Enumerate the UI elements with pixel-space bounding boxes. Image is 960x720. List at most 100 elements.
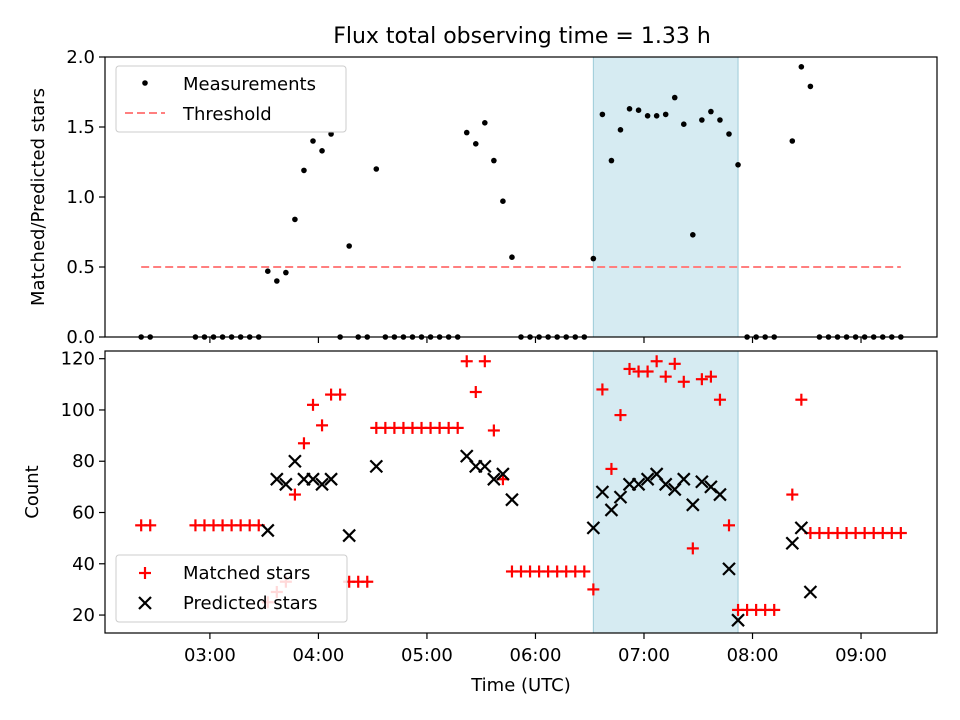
matched-star-point: [704, 370, 717, 383]
top-y-tick-label: 0.5: [66, 257, 95, 278]
matched-star-point: [460, 355, 473, 368]
measurement-point: [798, 64, 805, 70]
top-y-tick-label: 1.5: [66, 117, 95, 138]
bottom-y-tick-label: 60: [72, 503, 95, 524]
top-y-tick-label: 2.0: [66, 47, 95, 68]
predicted-star-point: [505, 492, 519, 507]
measurement-point: [807, 83, 814, 90]
predicted-star-point: [324, 472, 338, 486]
predicted-stars-points: [261, 449, 818, 627]
measurement-point: [653, 113, 660, 119]
top-y-axis-label: Matched/Predicted stars: [28, 88, 49, 306]
matched-star-point: [361, 575, 374, 588]
bottom-legend-box: [115, 554, 348, 623]
matched-star-point: [587, 583, 600, 596]
legend-predicted-label: Predicted stars: [183, 593, 317, 614]
measurement-point: [301, 167, 307, 174]
x-tick-label: 08:00: [727, 645, 779, 666]
x-axis-label: Time (UTC): [470, 675, 571, 696]
measurement-point: [735, 162, 741, 168]
top-y-tick-label: 1.0: [66, 187, 95, 208]
bottom-legend: Matched stars Predicted stars: [115, 554, 348, 623]
measurement-point: [491, 157, 497, 164]
top-axes-frame: [104, 56, 938, 338]
predicted-star-point: [658, 477, 673, 492]
predicted-star-point: [288, 454, 302, 469]
measurement-point: [292, 216, 298, 223]
predicted-star-point: [369, 459, 384, 474]
matched-star-point: [578, 565, 591, 578]
legend-measurements-label: Measurements: [183, 74, 316, 95]
x-tick-label: 05:00: [401, 645, 453, 666]
x-tick-label: 06:00: [510, 645, 562, 666]
measurement-point: [310, 138, 316, 144]
measurement-point: [274, 278, 280, 284]
matched-star-point: [316, 419, 329, 432]
matched-star-point: [723, 519, 735, 532]
predicted-star-point: [586, 521, 601, 535]
measurement-point: [472, 141, 479, 147]
predicted-star-point: [677, 472, 691, 486]
bottom-y-axis-label: Count: [22, 465, 43, 518]
predicted-star-point: [794, 521, 809, 535]
figure-title: Flux total observing time = 1.33 h: [333, 24, 711, 49]
matched-star-point: [451, 421, 464, 434]
matched-star-point: [668, 357, 681, 370]
predicted-star-point: [487, 472, 501, 486]
measurement-point: [482, 120, 488, 126]
top-y-tick-label: 0.0: [66, 327, 95, 348]
measurement-point: [626, 106, 633, 112]
measurement-point: [726, 131, 732, 137]
bottom-y-tick-label: 120: [61, 349, 95, 370]
predicted-star-point: [604, 503, 619, 517]
measurement-point: [699, 117, 705, 123]
x-tick-label: 07:00: [618, 645, 670, 666]
measurement-point: [264, 268, 271, 275]
measurement-point: [319, 148, 325, 154]
matched-star-point: [786, 488, 799, 501]
matched-star-point: [297, 437, 310, 450]
legend-measurements-marker: [142, 80, 148, 86]
matched-star-point: [713, 393, 726, 406]
matched-star-point: [650, 355, 663, 368]
matched-star-point: [614, 409, 627, 422]
measurement-point: [328, 131, 334, 137]
bottom-axes-frame: [104, 350, 938, 634]
x-tick-label: 03:00: [184, 645, 236, 666]
matched-star-point: [695, 373, 708, 386]
measurement-point: [690, 232, 696, 238]
predicted-star-point: [631, 477, 646, 492]
top-legend-box: [115, 65, 347, 133]
predicted-star-point: [261, 523, 275, 538]
measurement-point: [500, 198, 506, 204]
matched-star-point: [605, 462, 618, 475]
top-highlight-span: [592, 56, 739, 338]
matched-star-point: [623, 362, 636, 375]
legend-matched-label: Matched stars: [183, 563, 310, 584]
matched-stars-points: [135, 355, 907, 616]
bottom-y-tick-label: 80: [72, 451, 95, 472]
measurement-point: [509, 254, 515, 260]
measurement-point: [635, 107, 642, 113]
measurement-point: [708, 108, 714, 115]
matched-star-point: [307, 398, 319, 411]
predicted-star-point: [803, 585, 818, 599]
bottom-y-tick-label: 40: [72, 554, 95, 575]
legend-predicted-marker: [138, 596, 152, 610]
matched-star-point: [144, 519, 157, 532]
measurement-point: [662, 111, 669, 118]
matched-star-point: [478, 355, 491, 368]
predicted-star-point: [342, 528, 356, 543]
measurement-point: [680, 121, 687, 127]
matched-star-point: [768, 603, 781, 616]
bottom-y-tick-label: 20: [72, 605, 95, 626]
legend-matched-marker: [139, 567, 151, 579]
matched-star-point: [795, 393, 808, 406]
top-panel: 0.00.51.01.52.0 Matched/Predicted stars …: [28, 47, 938, 348]
measurement-point: [717, 117, 723, 123]
measurement-point: [671, 94, 678, 101]
x-tick-label: 04:00: [292, 645, 344, 666]
predicted-star-point: [306, 472, 320, 486]
predicted-star-point: [785, 536, 800, 551]
predicted-star-point: [496, 467, 510, 481]
